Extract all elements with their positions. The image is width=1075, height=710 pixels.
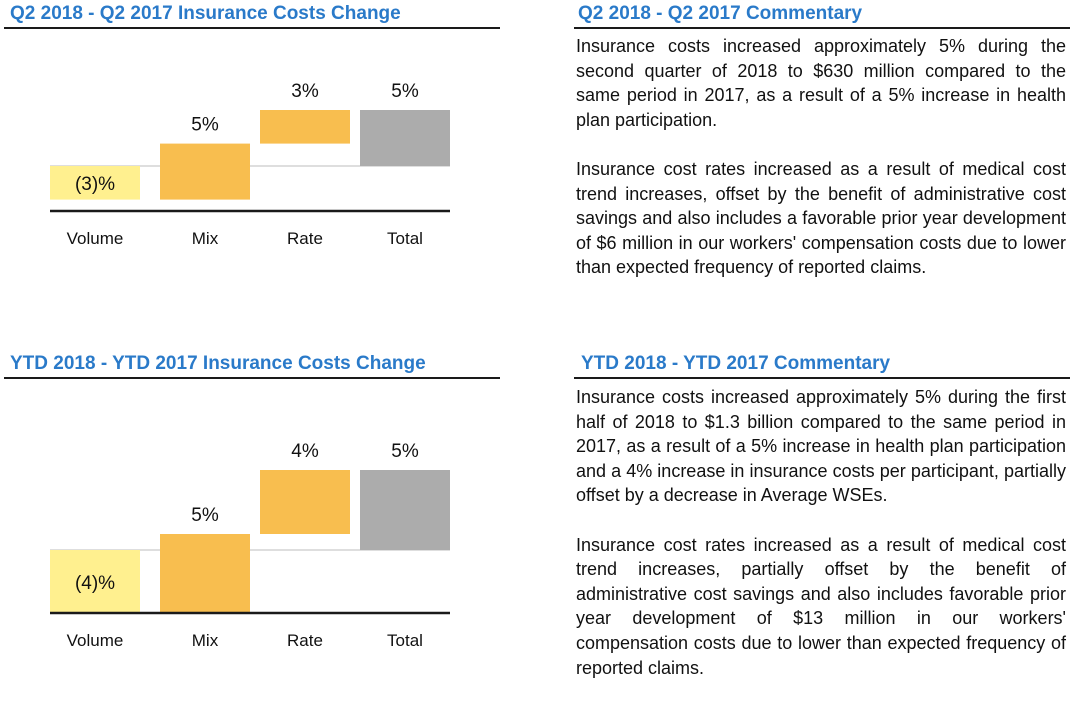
category-label-mix: Mix xyxy=(192,631,219,650)
q2-waterfall-chart: (3)% Volume 5% Mix 3% Rate 5% Total xyxy=(50,81,450,248)
q2-commentary-rule xyxy=(574,27,1070,29)
category-label-mix: Mix xyxy=(192,229,219,248)
data-label-total: 5% xyxy=(391,441,419,462)
data-label-rate: 3% xyxy=(291,81,319,102)
category-label-volume: Volume xyxy=(67,229,124,248)
category-label-total: Total xyxy=(387,229,423,248)
data-label-volume: (3)% xyxy=(75,174,115,195)
bar-volume xyxy=(50,550,140,614)
data-label-mix: 5% xyxy=(191,115,219,136)
data-label-total: 5% xyxy=(391,81,419,102)
ytd-chart-title-rule xyxy=(4,377,500,379)
q2-commentary-title: Q2 2018 - Q2 2017 Commentary xyxy=(578,3,863,24)
bar-mix xyxy=(160,143,250,200)
bar-rate xyxy=(260,470,350,534)
bar-mix xyxy=(160,534,250,614)
ytd-commentary-body: Insurance costs increased approximately … xyxy=(576,385,1066,680)
bar-total xyxy=(360,470,450,550)
ytd-commentary-rule xyxy=(574,377,1070,379)
bar-volume xyxy=(50,166,140,200)
category-label-volume: Volume xyxy=(67,631,124,650)
ytd-commentary-paragraph: Insurance cost rates increased as a resu… xyxy=(576,534,1066,678)
ytd-waterfall-chart: (4)% Volume 5% Mix 4% Rate 5% Total xyxy=(50,441,450,650)
ytd-commentary-paragraph: Insurance costs increased approximately … xyxy=(576,387,1066,506)
category-label-rate: Rate xyxy=(287,631,323,650)
q2-commentary-body: Insurance costs increased approximately … xyxy=(576,34,1066,280)
data-label-rate: 4% xyxy=(291,441,319,462)
bar-rate xyxy=(260,110,350,144)
q2-commentary-paragraph: Insurance cost rates increased as a resu… xyxy=(576,158,1066,278)
bar-total xyxy=(360,110,450,166)
category-label-total: Total xyxy=(387,631,423,650)
q2-chart-title: Q2 2018 - Q2 2017 Insurance Costs Change xyxy=(10,3,401,24)
ytd-chart-title: YTD 2018 - YTD 2017 Insurance Costs Chan… xyxy=(10,353,426,374)
data-label-volume: (4)% xyxy=(75,573,115,594)
q2-chart-title-rule xyxy=(4,27,500,29)
ytd-commentary-title: YTD 2018 - YTD 2017 Commentary xyxy=(581,353,891,374)
category-label-rate: Rate xyxy=(287,229,323,248)
data-label-mix: 5% xyxy=(191,505,219,526)
q2-commentary-paragraph: Insurance costs increased approximately … xyxy=(576,36,1066,130)
